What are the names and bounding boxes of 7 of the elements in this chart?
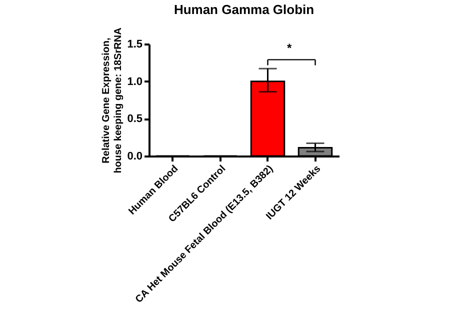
annotation: *: [287, 41, 292, 56]
y-tick-label: 1.0: [127, 76, 142, 88]
y-tick-label: 1.5: [127, 38, 142, 50]
y-axis-title: Relative Gene Expression, house keeping gene: 18SrRNA: [101, 28, 124, 174]
chart-title: Human Gamma Globin: [174, 2, 314, 18]
y-tick-label: 0.0: [127, 150, 142, 162]
y-tick-label: 0.5: [127, 113, 142, 126]
